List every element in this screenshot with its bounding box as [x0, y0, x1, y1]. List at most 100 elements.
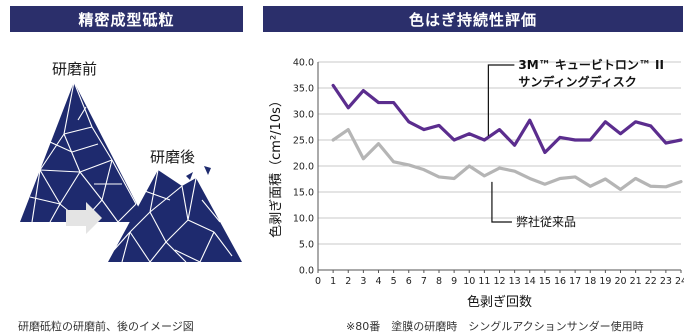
y-tick-label: 35.0	[293, 84, 314, 95]
data-point	[604, 177, 607, 181]
x-tick-label: 13	[509, 276, 521, 287]
data-point	[362, 157, 365, 160]
left-panel-header: 精密成型砥粒	[10, 6, 243, 32]
series-label-conventional: 弊社従来品	[516, 214, 576, 229]
data-point	[664, 185, 668, 188]
data-point	[422, 168, 426, 171]
x-tick-label: 9	[451, 276, 457, 287]
data-point	[407, 120, 410, 124]
y-tick-label: 30.0	[293, 110, 314, 121]
x-tick-label: 14	[524, 276, 536, 287]
data-point	[513, 144, 516, 147]
left-caption: 研磨砥粒の研磨前、後のイメージ図	[18, 320, 194, 333]
data-point	[573, 138, 577, 142]
data-point	[679, 180, 683, 183]
data-point	[513, 170, 516, 173]
y-tick-label: 15.0	[293, 188, 314, 199]
label-after: 研磨後	[150, 148, 196, 166]
data-point	[437, 124, 441, 127]
x-tick-label: 22	[645, 276, 657, 287]
data-point	[347, 128, 350, 131]
y-tick-label: 5.0	[299, 240, 314, 251]
x-tick-label: 3	[360, 276, 366, 287]
y-axis-label: 色剥ぎ面積（cm²/10s）	[268, 94, 284, 238]
data-point	[543, 183, 547, 186]
line-chart: 0.05.010.015.020.025.030.035.040.00 1 2 3 4 5…	[268, 57, 684, 310]
x-tick-label: 24	[675, 276, 684, 287]
chart-title: 色はぎ持続性評価	[263, 6, 683, 32]
x-tick-label: 6	[406, 276, 412, 287]
series-line	[331, 83, 683, 155]
data-point	[362, 89, 365, 92]
x-tick-label: 21	[630, 276, 642, 287]
data-point	[331, 138, 335, 142]
x-tick-label: 11	[478, 276, 490, 287]
data-point	[543, 151, 547, 154]
x-axis-label: 色剥ぎ回数	[467, 294, 532, 310]
data-point	[377, 142, 380, 145]
data-point	[649, 185, 652, 188]
x-tick-label: 18	[584, 276, 596, 287]
abrasive-grain-illustration	[20, 81, 242, 263]
x-tick-label: 23	[660, 276, 672, 287]
data-point	[377, 101, 380, 104]
label-before: 研磨前	[52, 60, 98, 78]
data-point	[452, 138, 456, 142]
data-point	[498, 166, 501, 170]
data-point	[558, 177, 562, 180]
data-point	[649, 124, 652, 128]
arrow-right-icon	[66, 202, 102, 234]
data-point	[422, 128, 426, 131]
x-tick-label: 5	[391, 276, 397, 287]
data-point	[589, 185, 592, 188]
x-tick-label: 7	[421, 276, 427, 287]
data-point	[483, 138, 486, 142]
x-tick-label: 1	[330, 276, 336, 287]
x-tick-label: 2	[345, 276, 351, 287]
data-point	[392, 160, 395, 164]
x-tick-label: 0	[315, 276, 321, 287]
data-point	[604, 120, 607, 124]
data-point	[452, 177, 456, 180]
annotation-leader-3m	[487, 64, 515, 136]
y-tick-label: 40.0	[293, 58, 314, 69]
data-point	[347, 106, 350, 109]
chart-footnote: ※80番 塗膜の研磨時 シングルアクションサンダー使用時	[346, 320, 644, 333]
annotation-leader-conventional	[491, 181, 512, 223]
data-point	[573, 175, 577, 179]
data-point	[483, 174, 486, 178]
data-point	[619, 188, 622, 191]
y-tick-label: 25.0	[293, 136, 314, 147]
y-tick-label: 10.0	[293, 214, 314, 225]
x-tick-label: 4	[375, 276, 381, 287]
data-point	[331, 84, 335, 87]
x-tick-label: 10	[463, 276, 475, 287]
x-tick-label: 15	[539, 276, 551, 287]
x-tick-label: 12	[493, 276, 505, 287]
data-point	[679, 138, 683, 142]
data-point	[634, 177, 637, 180]
data-point	[634, 120, 637, 124]
x-tick-label: 19	[599, 276, 611, 287]
grain-before-icon	[20, 81, 146, 223]
y-tick-label: 0.0	[299, 266, 314, 277]
series-label-3m-line1: 3M™ キュービトロン™ II	[518, 57, 664, 72]
data-point	[558, 136, 562, 139]
data-point	[528, 119, 531, 122]
y-tick-label: 20.0	[293, 162, 314, 173]
x-tick-label: 8	[436, 276, 442, 287]
x-tick-label: 16	[554, 276, 566, 287]
data-point	[528, 177, 531, 180]
data-point	[437, 175, 441, 179]
x-tick-label: 17	[569, 276, 581, 287]
data-point	[468, 132, 471, 135]
data-point	[407, 163, 410, 167]
data-point	[619, 132, 622, 135]
series-label-3m-line2: サンディングディスク	[518, 74, 636, 89]
data-point	[468, 164, 471, 168]
series-line	[331, 127, 683, 191]
grain-after-icon	[108, 166, 242, 263]
data-point	[589, 138, 592, 142]
data-point	[392, 101, 395, 104]
x-tick-label: 20	[614, 276, 626, 287]
